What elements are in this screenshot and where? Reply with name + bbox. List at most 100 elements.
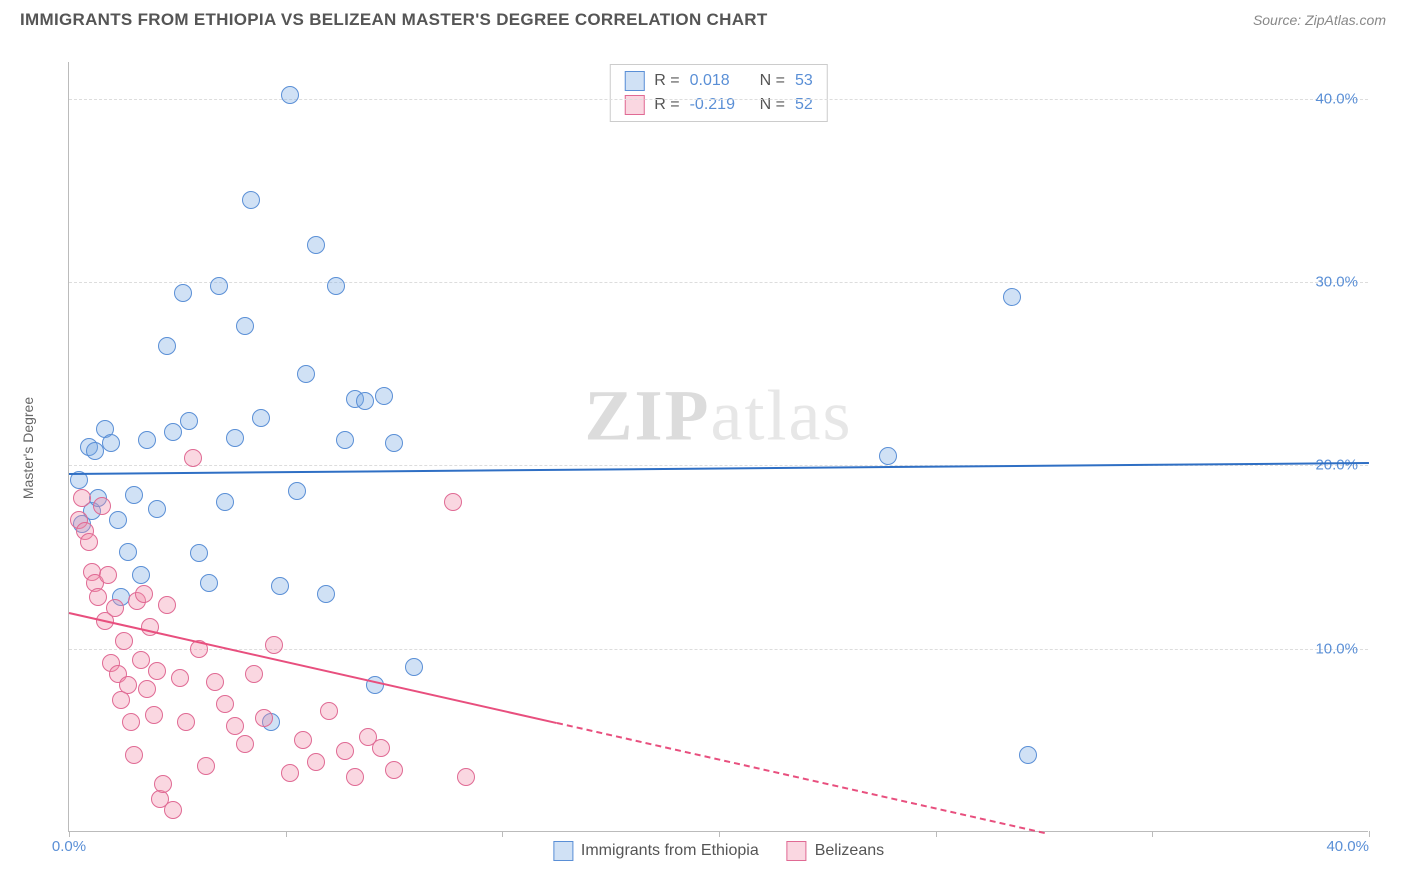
data-point (255, 709, 273, 727)
data-point (158, 596, 176, 614)
y-tick-label: 40.0% (1315, 90, 1358, 107)
data-point (138, 680, 156, 698)
legend-row: R =-0.219N =52 (624, 93, 812, 117)
y-tick-label: 10.0% (1315, 640, 1358, 657)
data-point (457, 768, 475, 786)
data-point (226, 717, 244, 735)
x-tick-mark (719, 831, 720, 837)
data-point (158, 337, 176, 355)
legend-label: Immigrants from Ethiopia (581, 842, 759, 860)
data-point (385, 761, 403, 779)
gridline (69, 649, 1368, 650)
legend-row: R =0.018N =53 (624, 69, 812, 93)
data-point (93, 497, 111, 515)
data-point (171, 669, 189, 687)
data-point (216, 695, 234, 713)
data-point (164, 423, 182, 441)
chart-container: Master's Degree ZIPatlas R =0.018N =53R … (20, 48, 1386, 848)
data-point (119, 543, 137, 561)
y-tick-label: 30.0% (1315, 274, 1358, 291)
x-tick-label: 0.0% (52, 838, 86, 855)
data-point (122, 713, 140, 731)
data-point (174, 284, 192, 302)
y-axis-label: Master's Degree (20, 397, 36, 499)
data-point (265, 636, 283, 654)
data-point (252, 409, 270, 427)
x-tick-mark (1369, 831, 1370, 837)
legend-swatch (553, 841, 573, 861)
x-tick-mark (502, 831, 503, 837)
data-point (307, 236, 325, 254)
chart-title: IMMIGRANTS FROM ETHIOPIA VS BELIZEAN MAS… (20, 10, 768, 30)
data-point (245, 665, 263, 683)
data-point (80, 533, 98, 551)
data-point (879, 447, 897, 465)
data-point (154, 775, 172, 793)
series-legend: Immigrants from Ethiopia Belizeans (553, 841, 884, 861)
data-point (164, 801, 182, 819)
data-point (327, 277, 345, 295)
data-point (102, 434, 120, 452)
data-point (346, 768, 364, 786)
data-point (125, 746, 143, 764)
data-point (145, 706, 163, 724)
plot-area: ZIPatlas R =0.018N =53R =-0.219N =52 Imm… (68, 62, 1368, 832)
legend-n-label: N = (760, 72, 785, 90)
data-point (356, 392, 374, 410)
data-point (242, 191, 260, 209)
data-point (375, 387, 393, 405)
x-tick-mark (936, 831, 937, 837)
y-tick-label: 20.0% (1315, 457, 1358, 474)
data-point (89, 588, 107, 606)
data-point (125, 486, 143, 504)
data-point (148, 662, 166, 680)
data-point (138, 431, 156, 449)
x-tick-mark (69, 831, 70, 837)
x-tick-mark (1152, 831, 1153, 837)
data-point (297, 365, 315, 383)
chart-source: Source: ZipAtlas.com (1253, 12, 1386, 28)
data-point (148, 500, 166, 518)
data-point (86, 442, 104, 460)
data-point (119, 676, 137, 694)
legend-item: Immigrants from Ethiopia (553, 841, 759, 861)
data-point (109, 511, 127, 529)
data-point (236, 735, 254, 753)
legend-label: Belizeans (815, 842, 884, 860)
x-tick-mark (286, 831, 287, 837)
watermark-zip: ZIP (585, 375, 711, 455)
data-point (385, 434, 403, 452)
legend-item: Belizeans (787, 841, 884, 861)
data-point (307, 753, 325, 771)
data-point (135, 585, 153, 603)
watermark-atlas: atlas (711, 375, 853, 455)
data-point (281, 764, 299, 782)
data-point (336, 431, 354, 449)
data-point (180, 412, 198, 430)
data-point (200, 574, 218, 592)
data-point (99, 566, 117, 584)
x-tick-label: 40.0% (1326, 838, 1369, 855)
gridline (69, 99, 1368, 100)
watermark: ZIPatlas (585, 374, 853, 457)
gridline (69, 282, 1368, 283)
trend-line (69, 462, 1369, 475)
data-point (1003, 288, 1021, 306)
data-point (73, 489, 91, 507)
data-point (372, 739, 390, 757)
data-point (115, 632, 133, 650)
legend-r-label: R = (654, 72, 679, 90)
data-point (216, 493, 234, 511)
data-point (226, 429, 244, 447)
legend-n-value: 53 (795, 72, 813, 90)
data-point (177, 713, 195, 731)
data-point (1019, 746, 1037, 764)
data-point (294, 731, 312, 749)
data-point (132, 651, 150, 669)
data-point (206, 673, 224, 691)
data-point (320, 702, 338, 720)
data-point (288, 482, 306, 500)
data-point (184, 449, 202, 467)
legend-swatch (624, 71, 644, 91)
data-point (271, 577, 289, 595)
